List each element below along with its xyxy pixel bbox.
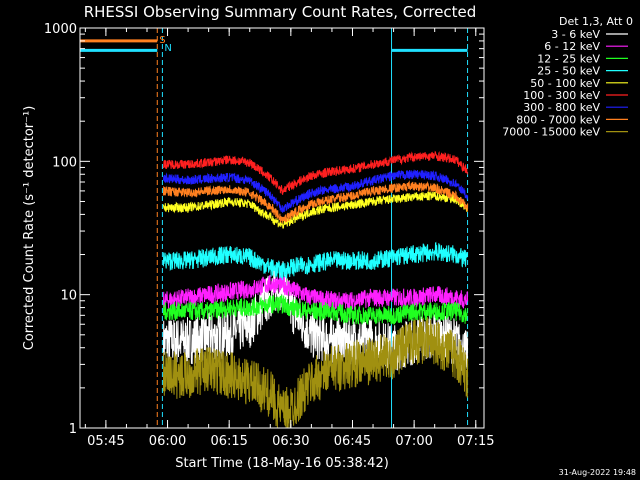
x-tick-label-5: 07:00 [395,434,432,449]
legend-label-7: 800 - 7000 keV [516,113,600,126]
y-tick-label-1: 10 [60,289,77,304]
series-line-12-25keV [162,294,469,325]
x-axis: 05:45 06:00 06:15 06:30 06:45 07:00 07:15 [84,28,495,449]
series-line-100-300keV [162,150,469,195]
series-line-300-800keV [162,169,469,213]
legend-label-8: 7000 - 15000 keV [502,126,600,139]
legend-label-6: 300 - 800 keV [523,101,600,114]
legend-label-0: 3 - 6 keV [551,28,600,41]
plot-area: SN [80,28,469,428]
flag-marker-N: N [164,43,171,54]
plot-frame [79,27,485,429]
x-tick-label-6: 07:15 [457,434,494,449]
footer-date: 31-Aug-2022 19:48 [559,468,636,477]
chart-title: RHESSI Observing Summary Count Rates, Co… [84,3,477,21]
y-tick-label-2: 100 [52,155,77,170]
y-tick-label-3: 1000 [44,22,77,37]
y-tick-label-0: 1 [69,422,77,437]
x-tick-label-3: 06:30 [272,434,309,449]
x-tick-label-0: 05:45 [87,434,124,449]
series-line-25-50keV [162,241,469,281]
y-axis: 1 10 100 1000 [44,22,484,437]
y-axis-label: Corrected Count Rate (s⁻¹ detector⁻¹) [22,106,37,351]
x-axis-label: Start Time (18-May-16 05:38:42) [175,456,389,471]
legend-label-2: 12 - 25 keV [537,52,600,65]
x-tick-label-4: 06:45 [334,434,371,449]
legend-label-1: 6 - 12 keV [544,40,600,53]
series-line-7000-15000keV [162,317,469,428]
series-line-6-12keV [162,275,469,311]
legend-label-5: 100 - 300 keV [523,89,600,102]
legend-title: Det 1,3, Att 0 [559,15,633,28]
legend-label-4: 50 - 100 keV [530,77,600,90]
plot-content [80,28,469,428]
series-line-50-100keV [162,191,469,229]
x-tick-label-2: 06:15 [210,434,247,449]
legend-label-3: 25 - 50 keV [537,65,600,78]
x-tick-label-1: 06:00 [149,434,186,449]
series-line-800-7000keV [162,180,469,224]
flag-marker-S: S [159,35,165,46]
